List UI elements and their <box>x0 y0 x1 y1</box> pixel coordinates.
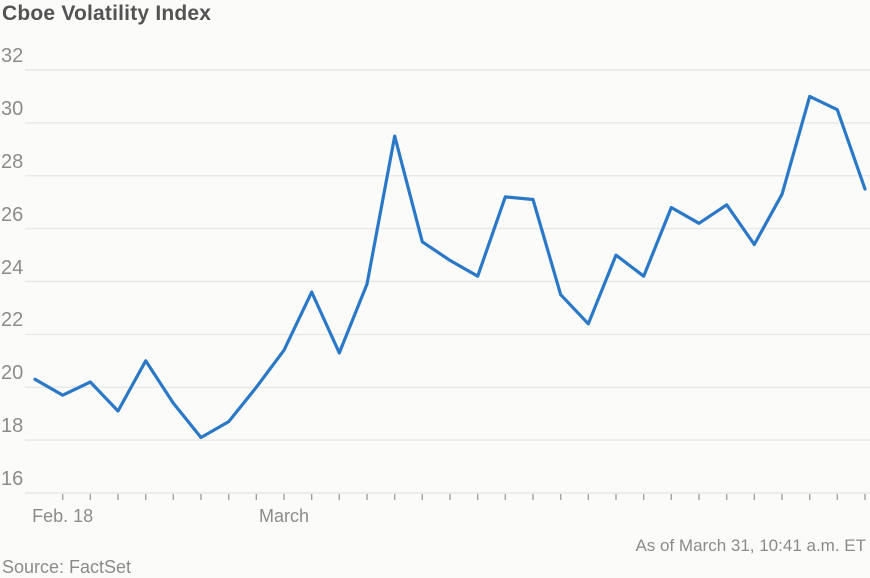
vix-line-series <box>33 94 867 440</box>
y-axis-label: 22 <box>1 309 24 332</box>
y-axis-label: 20 <box>1 362 24 385</box>
as-of-timestamp: As of March 31, 10:41 a.m. ET <box>635 536 866 555</box>
line-chart-plot <box>25 69 870 500</box>
chart-title: Cboe Volatility Index <box>2 2 212 25</box>
y-axis-label: 26 <box>1 203 24 226</box>
y-axis-label: 32 <box>1 45 24 67</box>
y-axis-label: 16 <box>1 468 24 490</box>
source-credit: Source: FactSet <box>2 557 132 577</box>
x-axis-label: Feb. 18 <box>32 506 94 526</box>
x-axis-label: March <box>258 506 310 526</box>
y-axis-label: 18 <box>1 415 24 438</box>
y-axis-label: 30 <box>1 97 24 120</box>
y-axis-label: 24 <box>1 256 24 279</box>
y-axis-label: 28 <box>1 150 24 173</box>
